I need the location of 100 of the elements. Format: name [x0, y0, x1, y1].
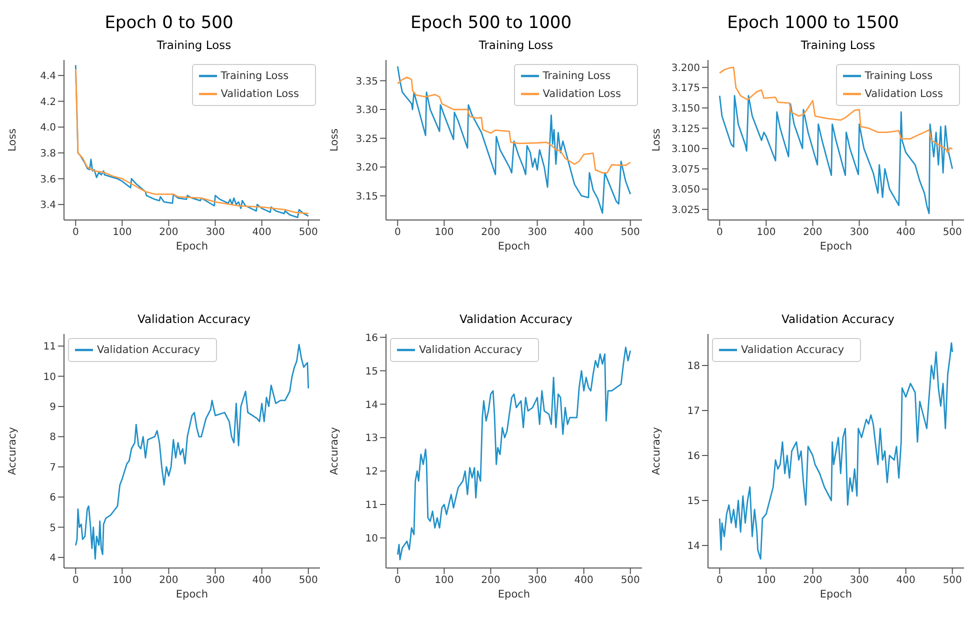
x-tick-label: 400	[896, 227, 916, 238]
x-tick-label: 300	[528, 575, 547, 586]
y-tick-label: 3.025	[671, 204, 700, 216]
chart-subtitle: Training Loss	[478, 38, 554, 54]
y-axis-title: Loss	[328, 128, 341, 152]
x-tick-label: 400	[574, 227, 594, 238]
x-tick-label: 400	[896, 575, 916, 586]
x-tick-label: 100	[756, 227, 776, 238]
y-tick-label: 15	[365, 366, 378, 378]
legend-label: Validation Accuracy	[741, 344, 844, 356]
legend-label: Training Loss	[220, 70, 289, 82]
x-tick-label: 500	[298, 575, 318, 586]
legend-label: Validation Loss	[542, 88, 621, 100]
x-tick-label: 100	[756, 575, 776, 586]
x-tick-label: 100	[112, 227, 132, 238]
x-tick-label: 300	[206, 227, 225, 238]
y-tick-label: 4.4	[40, 71, 56, 82]
y-tick-label: 3.4	[40, 200, 56, 212]
x-tick-label: 200	[803, 227, 822, 238]
line-series	[718, 342, 954, 560]
x-tick-label: 500	[942, 575, 962, 586]
y-tick-label: 3.20	[356, 162, 378, 174]
y-tick-label: 3.050	[671, 184, 700, 196]
chart-title: Validation Accuracy	[780, 312, 896, 328]
y-tick-label: 3.200	[671, 62, 700, 74]
legend-label: Validation Loss	[220, 88, 299, 100]
x-tick-label: 200	[803, 575, 822, 586]
y-tick-label: 3.075	[671, 164, 700, 176]
legend-label: Validation Accuracy	[419, 344, 522, 356]
x-tick-label: 500	[620, 227, 640, 238]
y-tick-label: 4	[50, 552, 56, 564]
y-tick-label: 6	[50, 492, 56, 504]
line-series	[718, 66, 954, 154]
chart-title: Validation Accuracy	[458, 312, 574, 328]
y-tick-label: 18	[687, 361, 700, 372]
x-tick-label: 400	[574, 575, 594, 586]
x-axis-title: Epoch	[176, 588, 208, 600]
y-tick-label: 17	[687, 406, 700, 418]
y-tick-label: 4.0	[40, 122, 56, 134]
y-tick-label: 8	[50, 432, 56, 444]
x-tick-label: 200	[159, 575, 178, 586]
x-axis-title: Epoch	[820, 588, 852, 600]
y-tick-label: 16	[365, 332, 378, 344]
y-tick-label: 14	[365, 400, 378, 411]
y-tick-label: 4.2	[40, 96, 56, 108]
x-tick-label: 200	[481, 575, 500, 586]
y-axis-title: Accuracy	[650, 427, 663, 475]
y-tick-label: 7	[50, 462, 56, 474]
x-tick-label: 500	[298, 227, 318, 238]
x-axis-title: Epoch	[176, 240, 208, 252]
y-tick-label: 13	[365, 433, 378, 444]
x-tick-label: 300	[206, 575, 225, 586]
x-tick-label: 300	[850, 227, 869, 238]
line-series	[396, 66, 632, 214]
chart-subtitle: Training Loss	[800, 38, 876, 54]
x-tick-label: 300	[850, 575, 869, 586]
x-tick-label: 500	[620, 575, 640, 586]
x-tick-label: 500	[942, 227, 962, 238]
y-tick-label: 3.100	[671, 144, 700, 156]
chart-subtitle: Training Loss	[156, 38, 232, 54]
y-axis-title: Accuracy	[6, 427, 19, 475]
x-tick-label: 0	[394, 575, 401, 586]
line-series	[74, 344, 310, 560]
y-axis-title: Accuracy	[328, 427, 341, 475]
x-axis-title: Epoch	[820, 240, 852, 252]
line-series	[396, 346, 632, 560]
legend-label: Validation Loss	[864, 88, 943, 100]
y-tick-label: 3.15	[356, 191, 378, 202]
x-tick-label: 400	[252, 575, 272, 586]
x-tick-label: 0	[716, 227, 723, 238]
y-tick-label: 3.8	[40, 148, 56, 160]
chart-title: Validation Accuracy	[136, 312, 252, 328]
y-axis-title: Loss	[6, 128, 19, 152]
legend-label: Training Loss	[864, 70, 933, 82]
y-tick-label: 14	[687, 541, 700, 552]
chart-title: Epoch 1000 to 1500	[726, 12, 900, 35]
legend-label: Validation Accuracy	[97, 344, 200, 356]
y-axis-title: Loss	[650, 128, 663, 152]
y-tick-label: 10	[43, 372, 56, 383]
y-tick-label: 11	[365, 500, 378, 512]
x-tick-label: 300	[528, 227, 547, 238]
y-tick-label: 15	[687, 496, 700, 508]
x-tick-label: 200	[481, 227, 500, 238]
x-axis-title: Epoch	[498, 588, 530, 600]
x-tick-label: 200	[159, 227, 178, 238]
y-tick-label: 3.6	[40, 174, 56, 186]
y-tick-label: 3.150	[671, 103, 700, 114]
y-tick-label: 3.175	[671, 83, 700, 94]
x-tick-label: 400	[252, 227, 272, 238]
y-tick-label: 9	[50, 402, 56, 414]
x-axis-title: Epoch	[498, 240, 530, 252]
y-tick-label: 3.30	[356, 105, 378, 116]
legend-label: Training Loss	[542, 70, 611, 82]
x-tick-label: 0	[72, 227, 79, 238]
y-tick-label: 3.25	[356, 134, 378, 145]
x-tick-label: 0	[72, 575, 79, 586]
x-tick-label: 100	[434, 227, 454, 238]
y-tick-label: 11	[43, 342, 56, 353]
x-tick-label: 0	[716, 575, 723, 586]
y-tick-label: 3.125	[671, 124, 700, 135]
